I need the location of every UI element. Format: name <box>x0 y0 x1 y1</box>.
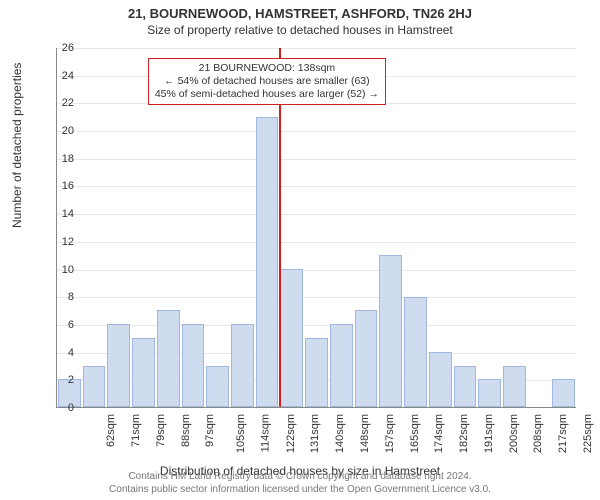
x-tick-label: 208sqm <box>532 414 544 453</box>
chart-area: 21 BOURNEWOOD: 138sqm ← 54% of detached … <box>56 48 576 408</box>
page-title: 21, BOURNEWOOD, HAMSTREET, ASHFORD, TN26… <box>0 0 600 21</box>
y-tick-label: 16 <box>50 180 74 192</box>
y-tick-label: 22 <box>50 97 74 109</box>
histogram-bar <box>454 366 477 407</box>
y-tick-label: 26 <box>50 42 74 54</box>
x-tick-label: 225sqm <box>582 414 594 453</box>
histogram-bar <box>404 297 427 407</box>
histogram-bar <box>280 269 303 407</box>
y-tick-label: 18 <box>50 153 74 165</box>
y-tick-label: 8 <box>50 291 74 303</box>
footer-line-1: Contains HM Land Registry data © Crown c… <box>0 470 600 483</box>
x-tick-label: 140sqm <box>334 414 346 453</box>
histogram-bar <box>305 338 328 407</box>
histogram-bar <box>379 255 402 407</box>
x-tick-label: 88sqm <box>180 414 192 447</box>
x-tick-label: 71sqm <box>130 414 142 447</box>
x-tick-label: 62sqm <box>105 414 117 447</box>
histogram-bar <box>478 379 501 407</box>
histogram-bar <box>132 338 155 407</box>
y-tick-label: 6 <box>50 319 74 331</box>
x-tick-label: 79sqm <box>155 414 167 447</box>
x-tick-label: 148sqm <box>359 414 371 453</box>
histogram-bar <box>256 117 279 407</box>
x-tick-label: 131sqm <box>310 414 322 453</box>
x-tick-label: 122sqm <box>285 414 297 453</box>
x-tick-label: 97sqm <box>204 414 216 447</box>
y-tick-label: 24 <box>50 70 74 82</box>
x-tick-label: 114sqm <box>259 414 271 452</box>
x-tick-label: 105sqm <box>235 414 247 453</box>
y-tick-label: 10 <box>50 264 74 276</box>
annotation-line-3: 45% of semi-detached houses are larger (… <box>155 88 379 101</box>
page-subtitle: Size of property relative to detached ho… <box>0 21 600 37</box>
x-tick-label: 200sqm <box>508 414 520 453</box>
histogram-bar <box>231 324 254 407</box>
histogram-bar <box>157 310 180 407</box>
y-tick-label: 2 <box>50 374 74 386</box>
footer-line-2: Contains public sector information licen… <box>0 483 600 496</box>
y-tick-label: 4 <box>50 347 74 359</box>
footer-attribution: Contains HM Land Registry data © Crown c… <box>0 470 600 496</box>
histogram-bar <box>330 324 353 407</box>
histogram-bar <box>355 310 378 407</box>
y-axis-label: Number of detached properties <box>10 63 24 228</box>
y-tick-label: 12 <box>50 236 74 248</box>
x-tick-label: 157sqm <box>384 414 396 453</box>
annotation-line-2: ← 54% of detached houses are smaller (63… <box>155 75 379 88</box>
y-tick-label: 14 <box>50 208 74 220</box>
histogram-bar <box>429 352 452 407</box>
annotation-line-1: 21 BOURNEWOOD: 138sqm <box>155 62 379 75</box>
histogram-bar <box>206 366 229 407</box>
x-tick-label: 165sqm <box>409 414 421 453</box>
x-tick-label: 191sqm <box>483 414 495 453</box>
x-tick-label: 174sqm <box>433 414 445 453</box>
y-tick-label: 20 <box>50 125 74 137</box>
histogram-bar <box>83 366 106 407</box>
annotation-box: 21 BOURNEWOOD: 138sqm ← 54% of detached … <box>148 58 386 105</box>
histogram-bar <box>182 324 205 407</box>
plot-area: 21 BOURNEWOOD: 138sqm ← 54% of detached … <box>56 48 576 408</box>
histogram-bar <box>552 379 575 407</box>
histogram-bar <box>503 366 526 407</box>
histogram-bar <box>107 324 130 407</box>
x-tick-label: 182sqm <box>458 414 470 453</box>
x-tick-label: 217sqm <box>557 414 569 453</box>
y-tick-label: 0 <box>50 402 74 414</box>
